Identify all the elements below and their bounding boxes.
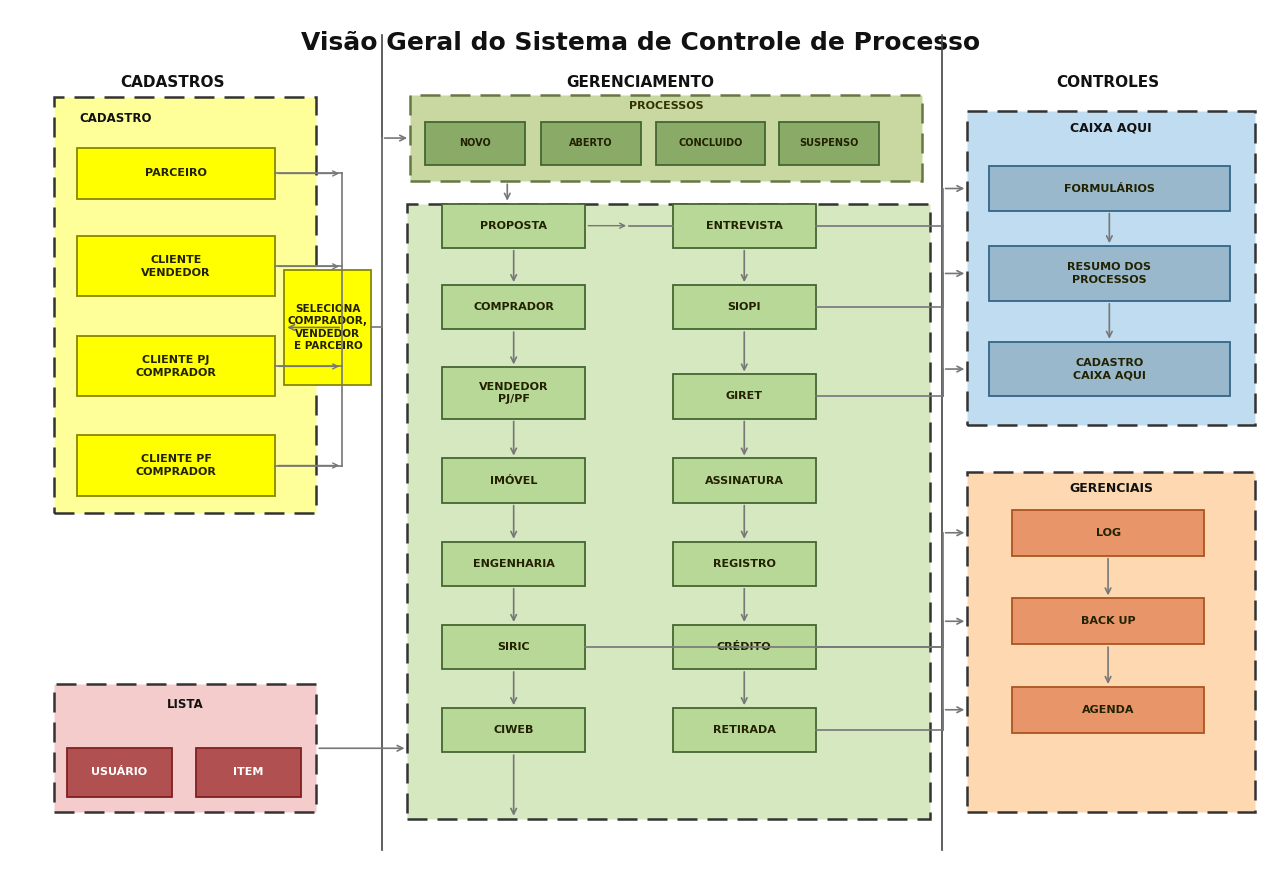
Text: USUÁRIO: USUÁRIO (91, 767, 147, 777)
FancyBboxPatch shape (673, 708, 816, 752)
Text: GIRET: GIRET (726, 391, 762, 402)
Text: ENGENHARIA: ENGENHARIA (473, 558, 555, 569)
Text: COMPRADOR: COMPRADOR (473, 302, 555, 312)
FancyBboxPatch shape (989, 166, 1230, 211)
FancyBboxPatch shape (442, 625, 585, 669)
FancyBboxPatch shape (442, 285, 585, 329)
Text: REGISTRO: REGISTRO (712, 558, 776, 569)
FancyBboxPatch shape (410, 95, 922, 181)
Text: SIRIC: SIRIC (497, 642, 530, 652)
Text: CLIENTE PF
COMPRADOR: CLIENTE PF COMPRADOR (136, 454, 216, 477)
FancyBboxPatch shape (779, 122, 879, 165)
FancyBboxPatch shape (1012, 598, 1204, 644)
Text: SELECIONA
COMPRADOR,
VENDEDOR
E PARCEIRO: SELECIONA COMPRADOR, VENDEDOR E PARCEIRO (288, 304, 368, 351)
FancyBboxPatch shape (673, 542, 816, 586)
Text: CLIENTE
VENDEDOR: CLIENTE VENDEDOR (141, 255, 211, 278)
Text: LISTA: LISTA (167, 698, 204, 712)
Text: PROCESSOS: PROCESSOS (629, 101, 703, 111)
FancyBboxPatch shape (54, 97, 316, 513)
FancyBboxPatch shape (442, 204, 585, 248)
Text: CAIXA AQUI: CAIXA AQUI (1071, 121, 1152, 135)
Text: CLIENTE PJ
COMPRADOR: CLIENTE PJ COMPRADOR (136, 355, 216, 378)
FancyBboxPatch shape (67, 748, 172, 796)
FancyBboxPatch shape (77, 236, 275, 296)
Text: RESUMO DOS
PROCESSOS: RESUMO DOS PROCESSOS (1067, 262, 1152, 285)
Text: AGENDA: AGENDA (1082, 704, 1134, 715)
FancyBboxPatch shape (77, 336, 275, 396)
Text: ABERTO: ABERTO (569, 138, 612, 149)
Text: ASSINATURA: ASSINATURA (705, 475, 784, 486)
FancyBboxPatch shape (967, 111, 1255, 425)
FancyBboxPatch shape (284, 270, 371, 385)
Text: LOG: LOG (1095, 527, 1121, 538)
Text: CADASTRO: CADASTRO (79, 112, 152, 125)
Text: PARCEIRO: PARCEIRO (145, 168, 208, 179)
Text: CRÉDITO: CRÉDITO (717, 642, 771, 652)
FancyBboxPatch shape (989, 342, 1230, 396)
FancyBboxPatch shape (1012, 687, 1204, 733)
Text: BACK UP: BACK UP (1081, 616, 1135, 627)
FancyBboxPatch shape (442, 542, 585, 586)
Text: Visão Geral do Sistema de Controle de Processo: Visão Geral do Sistema de Controle de Pr… (301, 31, 980, 55)
FancyBboxPatch shape (54, 684, 316, 812)
FancyBboxPatch shape (1012, 510, 1204, 556)
Text: CONCLUIDO: CONCLUIDO (678, 138, 743, 149)
FancyBboxPatch shape (673, 204, 816, 248)
Text: SUSPENSO: SUSPENSO (799, 138, 858, 149)
Text: GERENCIAIS: GERENCIAIS (1070, 482, 1153, 496)
Text: IMÓVEL: IMÓVEL (491, 475, 537, 486)
FancyBboxPatch shape (989, 246, 1230, 301)
FancyBboxPatch shape (442, 458, 585, 503)
Text: FORMULÁRIOS: FORMULÁRIOS (1065, 183, 1154, 194)
Text: CONTROLES: CONTROLES (1057, 75, 1159, 90)
FancyBboxPatch shape (673, 374, 816, 419)
Text: PROPOSTA: PROPOSTA (480, 220, 547, 231)
Text: VENDEDOR
PJ/PF: VENDEDOR PJ/PF (479, 381, 548, 404)
Text: SIOPI: SIOPI (728, 302, 761, 312)
FancyBboxPatch shape (673, 285, 816, 329)
FancyBboxPatch shape (77, 148, 275, 199)
FancyBboxPatch shape (656, 122, 765, 165)
FancyBboxPatch shape (967, 472, 1255, 812)
Text: CADASTROS: CADASTROS (120, 75, 225, 90)
Text: ENTREVISTA: ENTREVISTA (706, 220, 783, 231)
FancyBboxPatch shape (442, 708, 585, 752)
Text: ITEM: ITEM (233, 767, 264, 777)
FancyBboxPatch shape (77, 435, 275, 496)
FancyBboxPatch shape (425, 122, 525, 165)
FancyBboxPatch shape (442, 367, 585, 419)
Text: NOVO: NOVO (460, 138, 491, 149)
Text: CIWEB: CIWEB (493, 725, 534, 735)
FancyBboxPatch shape (196, 748, 301, 796)
FancyBboxPatch shape (541, 122, 640, 165)
Text: GERENCIAMENTO: GERENCIAMENTO (566, 75, 715, 90)
Text: CADASTRO
CAIXA AQUI: CADASTRO CAIXA AQUI (1073, 358, 1145, 381)
FancyBboxPatch shape (407, 204, 930, 819)
FancyBboxPatch shape (673, 625, 816, 669)
FancyBboxPatch shape (673, 458, 816, 503)
Text: RETIRADA: RETIRADA (712, 725, 776, 735)
